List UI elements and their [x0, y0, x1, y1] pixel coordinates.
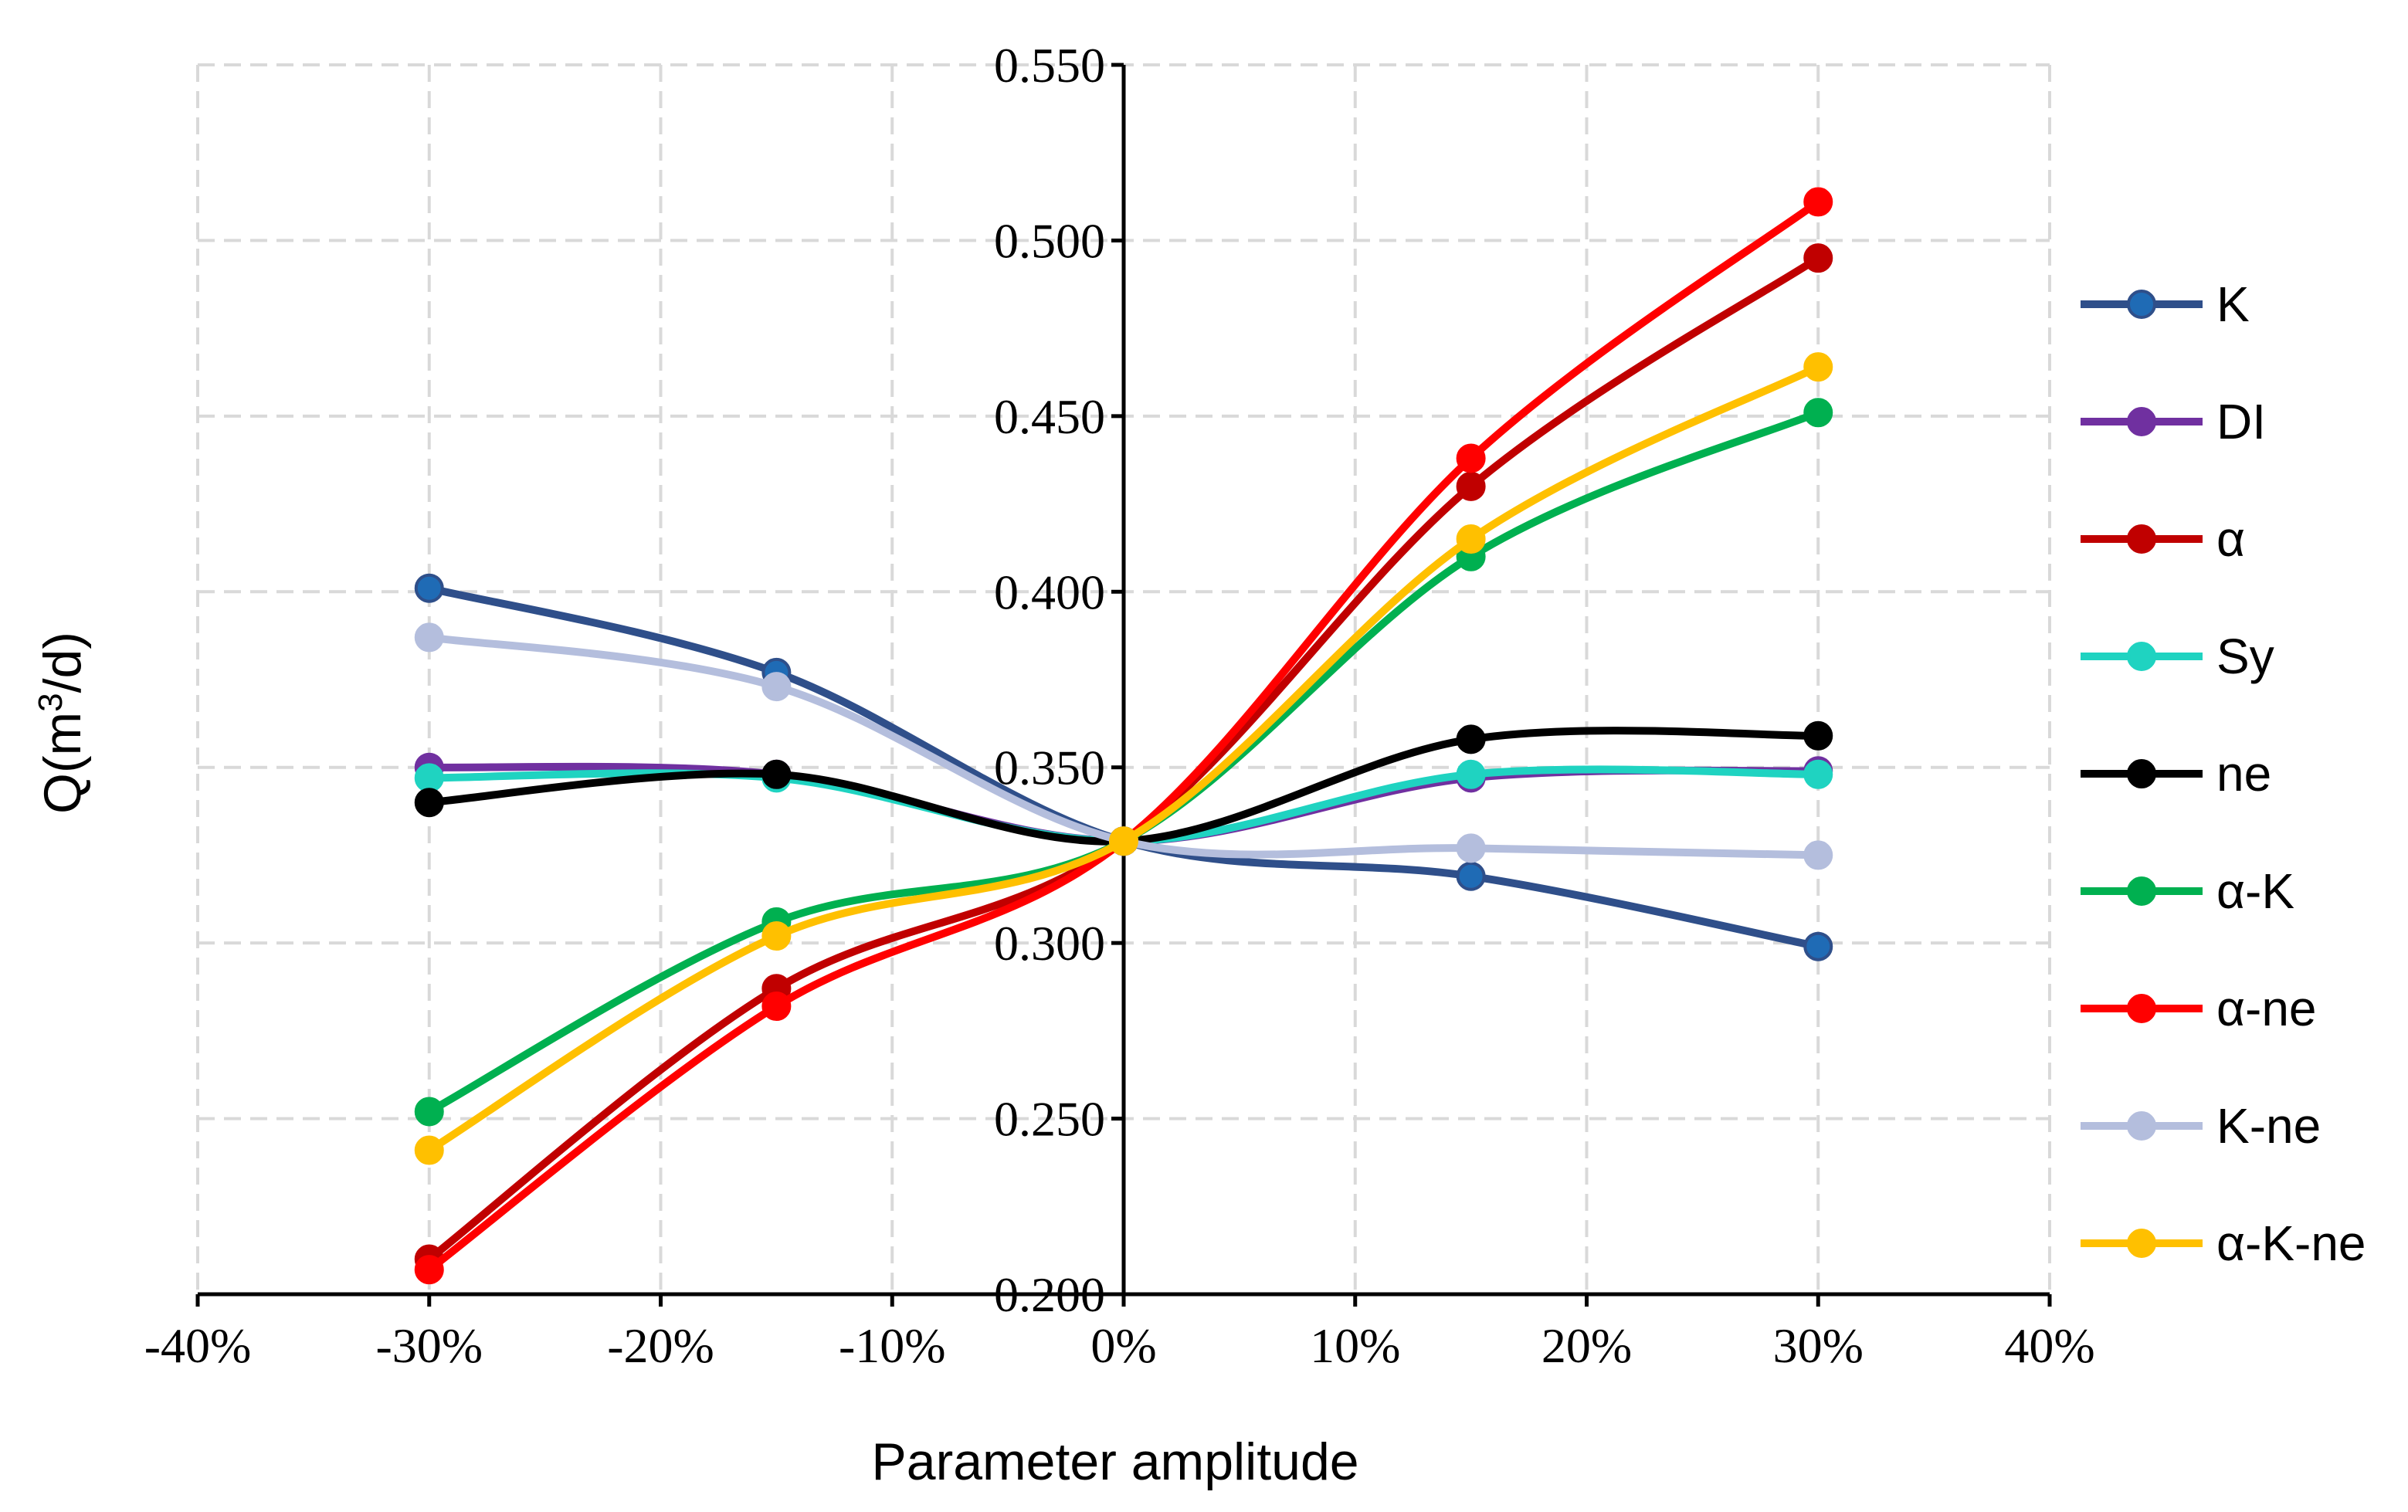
series-0-point-3: [1456, 861, 1486, 891]
legend-swatch-marker: [2127, 407, 2156, 436]
series-2-point-4: [1803, 243, 1833, 273]
legend-swatch-marker: [2127, 1111, 2156, 1141]
legend-label: ne: [2216, 746, 2271, 802]
y-tick-label: 0.200: [994, 1267, 1105, 1322]
series-8: [414, 352, 1833, 1165]
x-tick-label: 40%: [2004, 1318, 2094, 1373]
legend-swatch-marker: [2127, 759, 2156, 788]
y-axis-title: Q(m3/d): [32, 632, 92, 814]
series-4-point-4: [1803, 720, 1833, 751]
series-7-point-0: [414, 622, 444, 653]
legend-item-8: α-K-ne: [2081, 1215, 2366, 1271]
legend: K DI α Sy ne α-K α-ne K-ne α-K-ne: [2081, 276, 2366, 1271]
series-8-point-2: [1109, 826, 1138, 856]
y-tick-label: 0.300: [994, 916, 1105, 971]
legend-label: α-K: [2216, 863, 2294, 919]
series-3-point-3: [1456, 759, 1486, 789]
legend-label: α-K-ne: [2216, 1215, 2366, 1271]
series-0-point-0: [414, 573, 444, 603]
x-tick-label: 20%: [1541, 1318, 1632, 1373]
legend-label: K-ne: [2216, 1098, 2321, 1154]
legend-label: α-ne: [2216, 981, 2317, 1036]
x-tick-label: 30%: [1773, 1318, 1864, 1373]
series-6-point-4: [1803, 187, 1833, 217]
series-8-point-3: [1456, 524, 1486, 554]
x-tick-label: 10%: [1310, 1318, 1400, 1373]
legend-label: DI: [2216, 394, 2266, 449]
series-8-point-0: [414, 1135, 444, 1165]
legend-label: Sy: [2216, 629, 2274, 684]
y-axis-title-suffix: /d): [33, 632, 92, 693]
legend-item-5: α-K: [2081, 863, 2294, 919]
x-axis-title: Parameter amplitude: [871, 1432, 1358, 1491]
y-tick-label: 0.350: [994, 741, 1105, 795]
y-tick-label: 0.500: [994, 213, 1105, 268]
legend-item-0: K: [2081, 276, 2250, 332]
y-axis-title-superscript: 3: [32, 693, 70, 711]
x-tick-label: -10%: [839, 1318, 946, 1373]
x-tick-label: 0%: [1090, 1318, 1156, 1373]
series-5-point-0: [414, 1097, 444, 1127]
axes: [198, 65, 2050, 1297]
series-4-point-1: [761, 759, 792, 789]
series-4-point-0: [414, 788, 444, 818]
series-6-point-3: [1456, 443, 1486, 473]
legend-swatch-marker: [2127, 1229, 2156, 1258]
series-5-point-4: [1803, 398, 1833, 428]
series-6-point-0: [414, 1255, 444, 1285]
series-7-point-1: [761, 672, 792, 702]
legend-item-7: K-ne: [2081, 1098, 2321, 1154]
legend-label: α: [2216, 511, 2245, 567]
series-0-point-4: [1803, 931, 1833, 961]
x-tick-label: -40%: [144, 1318, 252, 1373]
series-6-point-1: [761, 992, 792, 1022]
y-axis-title-prefix: Q(m: [33, 712, 92, 814]
y-tick-label: 0.250: [994, 1092, 1105, 1147]
x-tick-label: -20%: [607, 1318, 714, 1373]
series-7-point-3: [1456, 833, 1486, 863]
legend-item-1: DI: [2081, 394, 2266, 449]
series-3-point-4: [1803, 759, 1833, 789]
legend-item-4: ne: [2081, 746, 2271, 802]
series-7-point-4: [1803, 840, 1833, 870]
series-3-point-0: [414, 763, 444, 793]
legend-item-2: α: [2081, 511, 2245, 567]
series-2-point-3: [1456, 471, 1486, 501]
legend-swatch-marker: [2127, 876, 2156, 906]
series-8-point-4: [1803, 352, 1833, 382]
legend-swatch-marker: [2127, 524, 2156, 554]
legend-swatch-marker: [2127, 994, 2156, 1023]
y-tick-label: 0.450: [994, 389, 1105, 444]
legend-item-6: α-ne: [2081, 981, 2317, 1036]
series-4-point-3: [1456, 724, 1486, 754]
x-tick-label: -30%: [375, 1318, 483, 1373]
series-8-point-1: [761, 921, 792, 951]
legend-swatch-marker: [2127, 290, 2156, 319]
series: [414, 187, 1833, 1285]
y-tick-label: 0.550: [994, 38, 1105, 93]
tick-labels: -40% -30% -20% -10% 0% 10% 20% 30% 40% 0.200 0.250…: [144, 38, 2095, 1373]
legend-swatch-marker: [2127, 642, 2156, 671]
legend-label: K: [2216, 276, 2250, 332]
y-tick-label: 0.400: [994, 564, 1105, 619]
legend-item-3: Sy: [2081, 629, 2274, 684]
